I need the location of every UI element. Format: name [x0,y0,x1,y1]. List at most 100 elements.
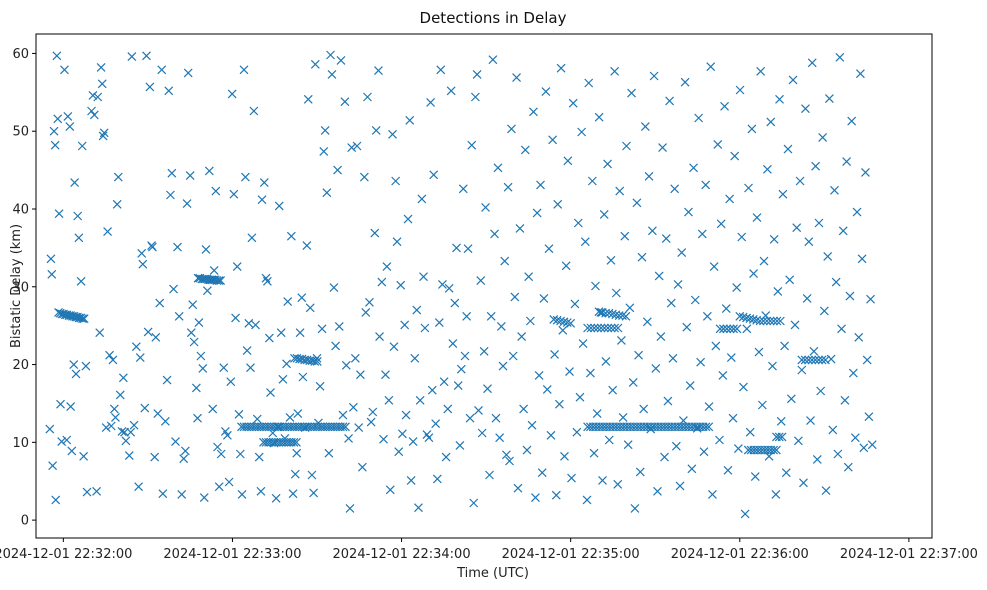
data-point [79,314,89,324]
data-point [764,451,774,461]
data-point [99,128,109,138]
data-point [173,242,182,252]
data-point [859,443,869,453]
data-point [183,68,193,78]
data-point [73,211,83,221]
data-point [140,403,150,413]
data-point [254,452,264,462]
data-point [742,313,751,323]
data-point [89,110,99,120]
data-point [550,350,560,359]
data-point [481,203,490,212]
data-point [600,323,609,333]
y-tick-label: 60 [12,47,29,62]
data-point [573,218,583,228]
data-point [607,309,617,319]
data-point [601,357,611,366]
data-point [594,307,604,317]
data-point [231,313,240,323]
data-point [754,347,764,357]
data-point [179,454,189,464]
data-point [790,320,800,330]
data-point [762,316,772,326]
data-point [101,423,111,432]
data-point [121,436,131,446]
data-point [850,433,860,443]
data-point [269,438,279,448]
data-point [768,361,777,371]
data-point [202,286,212,296]
data-point [496,322,506,331]
data-point [719,324,728,334]
data-point [817,355,827,365]
data-point [297,293,307,303]
data-point [135,353,145,362]
data-point [658,143,667,152]
data-point [804,237,814,247]
data-point [115,390,125,400]
data-point [450,298,460,308]
data-point [273,422,283,432]
data-point [596,323,606,333]
data-point [166,190,175,200]
data-point [309,488,319,498]
data-point [718,371,728,380]
data-point [610,323,620,333]
x-axis-label: Time (UTC) [456,566,529,581]
data-point [414,503,423,513]
data-point [584,78,594,88]
plot-frame [35,33,933,539]
data-point [726,353,736,362]
data-point [628,378,638,387]
data-point [654,271,664,281]
data-point [216,449,226,459]
data-point [448,339,458,348]
data-point [112,199,122,209]
data-point [762,164,772,174]
data-point [167,168,177,178]
x-tick-label: 2024-12-01 22:33:00 [163,547,301,562]
data-point [49,126,59,136]
data-point [431,419,441,429]
data-point [729,324,739,334]
data-point [603,323,613,333]
data-point [730,151,740,161]
data-point [224,477,234,487]
data-point [327,70,337,79]
data-point [786,394,796,404]
data-point [563,156,573,166]
data-point [706,62,716,72]
data-point [54,209,64,219]
data-point [73,312,82,322]
data-point [98,131,108,141]
data-point [792,223,802,233]
data-point [512,73,521,82]
data-point [288,489,298,499]
data-point [382,262,392,271]
data-point [106,421,116,431]
y-tick-label: 0 [21,514,29,529]
data-point [45,424,55,434]
x-tick-label: 2024-12-01 22:36:00 [671,547,809,562]
data-point [537,468,547,478]
data-point [771,490,781,499]
data-point [188,300,198,310]
y-tick-label: 10 [12,436,29,451]
data-point [542,385,552,394]
data-point [256,486,266,496]
data-point [838,226,848,236]
data-point [361,308,371,317]
data-point [627,88,636,98]
data-point [264,333,274,343]
data-point [397,429,407,439]
data-point [750,472,760,481]
data-point [460,351,470,361]
data-point [578,339,588,348]
data-point [583,323,593,333]
data-point [671,441,681,451]
data-point [240,172,250,182]
data-point [737,232,747,242]
data-point [599,210,609,219]
data-point [618,311,627,320]
data-point [131,342,141,352]
